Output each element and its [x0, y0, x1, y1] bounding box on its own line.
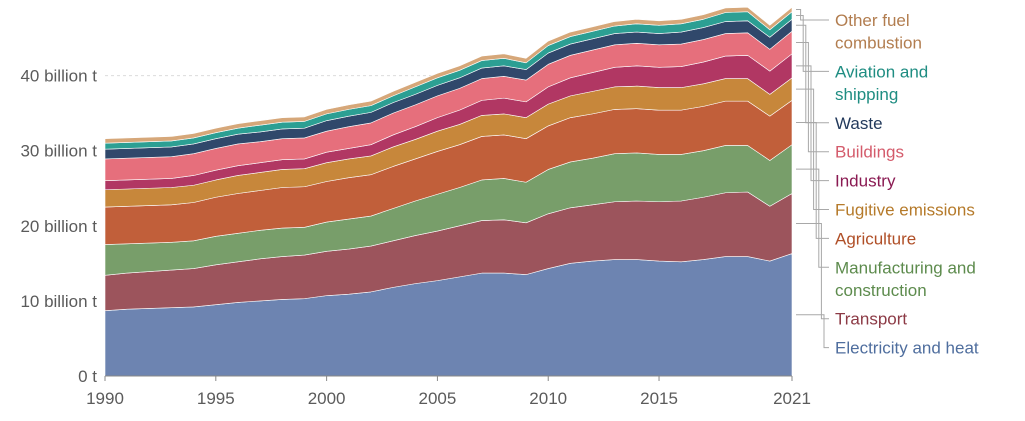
legend-connector-other-fuel-combustion [796, 9, 829, 21]
legend-label-line: Agriculture [835, 229, 916, 248]
legend-label-line: Other fuel [835, 11, 910, 30]
y-tick-label-0: 0 t [78, 367, 97, 386]
legend-label-other-fuel-combustion: Other fuel combustion [835, 11, 922, 53]
x-tick-label-1995: 1995 [197, 389, 235, 408]
legend-connector-manufacturing-and-construction [796, 168, 829, 268]
legend-label-fugitive-emissions: Fugitive emissions [835, 201, 975, 220]
legend-label-line: Industry [835, 172, 896, 191]
legend-label-transport: Transport [835, 310, 907, 329]
legend-label-waste: Waste [835, 114, 883, 133]
area-other-fuel-combustion [104, 6, 793, 144]
legend-connector-transport [796, 223, 829, 320]
x-tick-label-2021: 2021 [773, 389, 811, 408]
legend-label-buildings: Buildings [835, 143, 904, 162]
legend-label-line: construction [835, 281, 927, 300]
axes: 0 t 10 billion t 20 billion t 30 billion t 4… [20, 67, 810, 408]
legend-connector-waste [796, 24, 829, 124]
legend-label-line: Manufacturing and [835, 258, 976, 277]
legend-label-industry: Industry [835, 172, 896, 191]
y-tick-label-30: 30 billion t [20, 142, 97, 161]
legend-connector-agriculture [796, 122, 829, 239]
legend-label-line: Transport [835, 310, 907, 329]
legend-connector-buildings [796, 42, 829, 153]
legend-label-aviation-and-shipping: Aviation and shipping [835, 62, 928, 104]
legend-label-line: Aviation and [835, 62, 928, 81]
x-tick-label-1990: 1990 [86, 389, 124, 408]
legend-label-agriculture: Agriculture [835, 229, 916, 248]
legend-label-line: combustion [835, 34, 922, 53]
legend-label-line: Electricity and heat [835, 339, 979, 358]
legend-connector-industry [796, 65, 829, 182]
legend-label-line: Waste [835, 114, 883, 133]
y-tick-label-20: 20 billion t [20, 217, 97, 236]
x-tick-label-2000: 2000 [308, 389, 346, 408]
x-tick-label-2015: 2015 [640, 389, 678, 408]
legend-label-electricity-and-heat: Electricity and heat [835, 339, 979, 358]
legend-connector-electricity-and-heat [796, 314, 829, 349]
legend-label-line: Fugitive emissions [835, 201, 975, 220]
y-tick-label-10: 10 billion t [20, 292, 97, 311]
x-tick-label-2010: 2010 [529, 389, 567, 408]
legend-label-line: shipping [835, 85, 898, 104]
legend: Other fuel combustion Aviation and shipping… [796, 9, 979, 358]
legend-connector-fugitive-emissions [796, 88, 829, 210]
legend-label-manufacturing-and-construction: Manufacturing and construction [835, 258, 976, 300]
x-tick-label-2005: 2005 [419, 389, 457, 408]
legend-connector-aviation-and-shipping [796, 15, 829, 72]
legend-label-line: Buildings [835, 143, 904, 162]
area-series [104, 6, 793, 377]
y-tick-label-40: 40 billion t [20, 67, 97, 86]
